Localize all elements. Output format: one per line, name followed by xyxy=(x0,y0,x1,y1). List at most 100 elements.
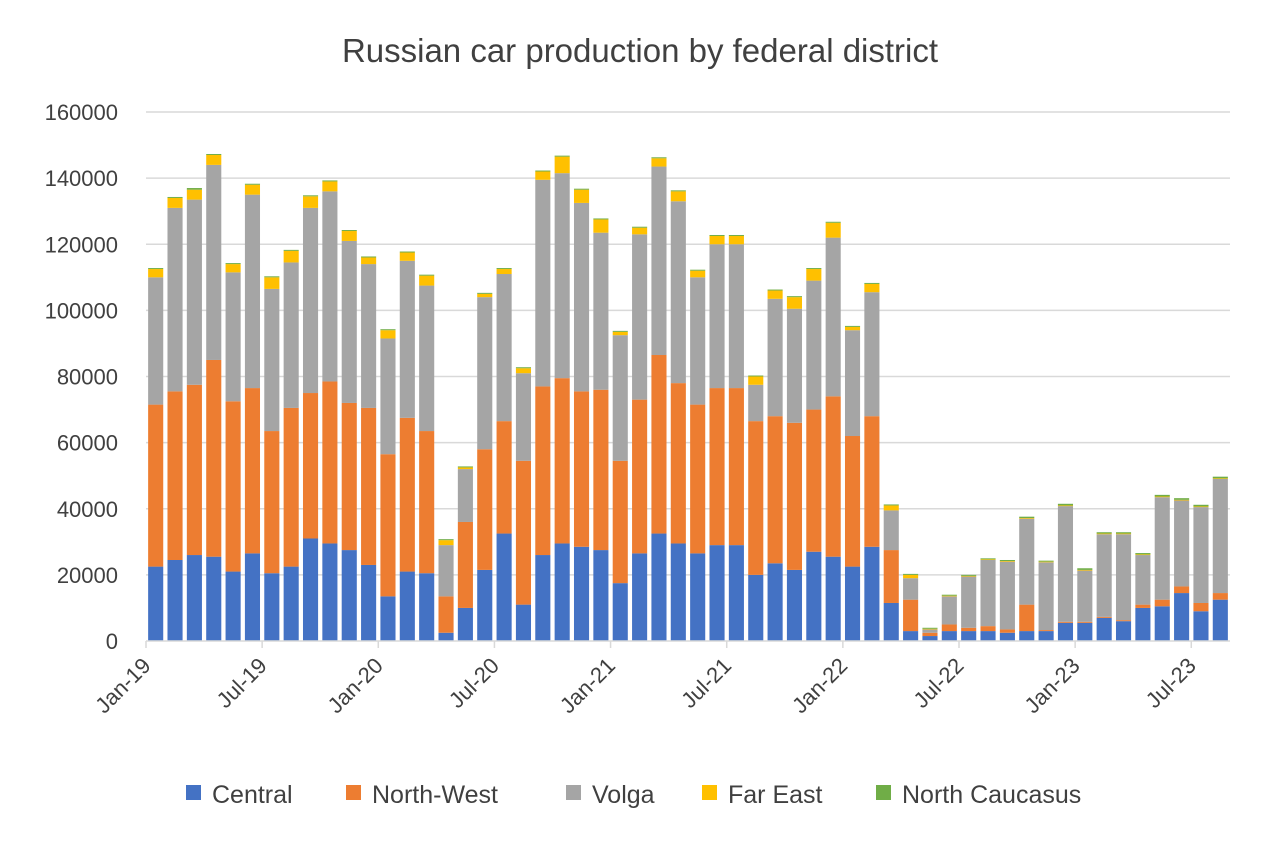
bar-north-caucasus xyxy=(748,375,764,377)
bar-far-east xyxy=(322,181,338,192)
bar-north-west xyxy=(806,409,822,552)
bar-central xyxy=(709,545,725,641)
bar-far-east xyxy=(844,326,861,331)
bar-north-west xyxy=(1096,616,1112,618)
bar-north-caucasus xyxy=(593,218,609,220)
bar-far-east xyxy=(999,560,1015,562)
legend-label: North-West xyxy=(372,781,498,809)
bar-central xyxy=(1135,607,1151,641)
y-axis-ticks: 0 20000 40000 60000 80000 100000 120000 140000 1… xyxy=(45,100,118,654)
bar-far-east xyxy=(1038,561,1054,563)
bar-far-east xyxy=(961,575,977,577)
bar-north-west xyxy=(961,627,977,632)
y-tick-label: 0 xyxy=(106,629,118,654)
bar-volga xyxy=(302,207,319,394)
bar-north-west xyxy=(670,383,686,544)
bar-volga xyxy=(477,297,493,450)
bar-central xyxy=(941,631,957,641)
bar-far-east xyxy=(361,257,377,265)
bar-central xyxy=(1077,622,1093,641)
bar-central xyxy=(496,533,512,641)
bar-north-west xyxy=(980,626,996,632)
bar-far-east xyxy=(632,227,648,235)
bar-north-west xyxy=(1212,593,1228,600)
bar-north-caucasus xyxy=(883,504,899,506)
bar-far-east xyxy=(651,158,667,167)
bar-volga xyxy=(825,237,841,397)
bar-north-caucasus xyxy=(767,289,783,291)
bar-volga xyxy=(903,578,919,600)
bar-central xyxy=(1212,599,1228,641)
bar-central xyxy=(612,583,628,641)
bar-north-caucasus xyxy=(670,190,686,192)
bar-central xyxy=(283,566,299,641)
bar-far-east xyxy=(786,297,803,309)
legend: Central North-West Volga Far East North Cauc… xyxy=(186,781,1081,809)
bar-central xyxy=(1154,606,1170,641)
bar-central xyxy=(399,571,415,641)
bar-north-west xyxy=(1019,604,1035,632)
bar-volga xyxy=(709,244,725,389)
bar-north-west xyxy=(341,402,357,551)
bar-volga xyxy=(515,373,532,461)
bar-north-west xyxy=(457,521,473,608)
bar-central xyxy=(1019,631,1035,641)
bar-far-east xyxy=(1212,478,1228,479)
bar-volga xyxy=(148,277,164,405)
bar-north-west xyxy=(1174,586,1190,594)
bar-central xyxy=(844,566,861,641)
bar-north-caucasus xyxy=(457,466,473,468)
bar-north-caucasus xyxy=(612,330,628,332)
bar-volga xyxy=(535,179,551,387)
legend-swatch xyxy=(876,785,891,800)
bar-volga xyxy=(1174,500,1190,587)
bar-volga xyxy=(283,262,299,408)
bar-north-west xyxy=(612,460,628,584)
bar-central xyxy=(225,571,241,641)
y-tick-label: 120000 xyxy=(45,232,118,257)
bar-volga xyxy=(1154,497,1170,600)
bar-north-caucasus xyxy=(399,251,415,253)
bar-north-west xyxy=(767,416,783,564)
bar-central xyxy=(244,553,261,641)
bar-far-east xyxy=(283,250,299,263)
bar-north-caucasus xyxy=(283,249,299,251)
bar-north-west xyxy=(322,381,338,544)
bar-central xyxy=(554,543,570,641)
bar-north-caucasus xyxy=(806,268,822,270)
bar-central xyxy=(1193,611,1209,641)
bar-far-east xyxy=(457,467,473,470)
legend-label: North Caucasus xyxy=(902,781,1081,809)
x-tick-label: Jul-21 xyxy=(676,653,736,713)
bar-volga xyxy=(844,330,861,437)
bar-central xyxy=(1038,631,1054,641)
bar-volga xyxy=(419,285,435,432)
bar-north-caucasus xyxy=(361,256,377,258)
bar-north-caucasus xyxy=(1077,568,1093,570)
bar-far-east xyxy=(980,559,996,560)
bar-north-west xyxy=(148,404,164,567)
x-tick-label: Jul-20 xyxy=(444,653,504,713)
bar-north-west xyxy=(264,431,280,574)
legend-swatch xyxy=(186,785,201,800)
bar-central xyxy=(670,543,686,641)
bar-north-west xyxy=(361,407,377,565)
bar-north-west xyxy=(419,431,435,574)
bar-north-west xyxy=(302,393,319,539)
bar-volga xyxy=(748,384,764,422)
bar-north-caucasus xyxy=(709,234,725,236)
bar-north-west xyxy=(922,632,938,637)
bar-far-east xyxy=(612,331,628,336)
bar-volga xyxy=(1077,570,1093,622)
bar-central xyxy=(1096,617,1112,641)
bar-north-caucasus xyxy=(186,188,202,190)
bar-north-west xyxy=(515,460,532,605)
bar-north-caucasus xyxy=(1154,494,1170,497)
bar-north-west xyxy=(477,449,493,570)
bar-far-east xyxy=(341,231,357,241)
bar-volga xyxy=(612,335,628,461)
bar-north-caucasus xyxy=(1115,532,1132,534)
bar-north-west xyxy=(283,407,299,567)
bar-north-west xyxy=(786,422,803,570)
legend-label: Volga xyxy=(592,781,655,809)
